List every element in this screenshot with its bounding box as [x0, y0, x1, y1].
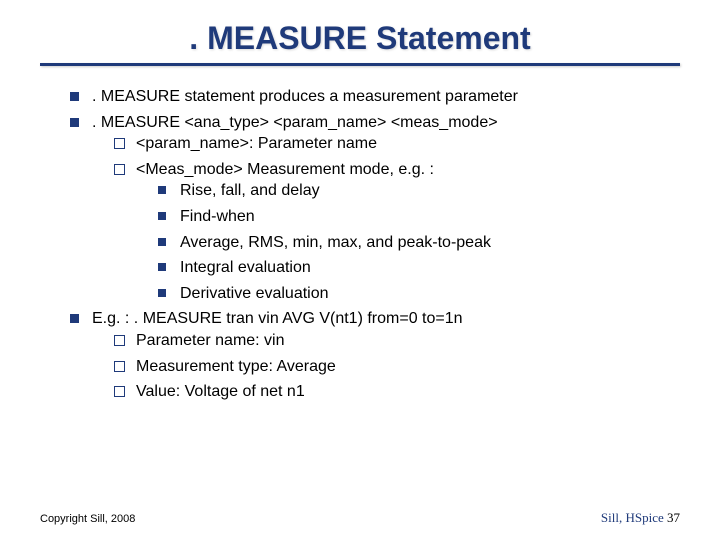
bullet-text: Measurement type: Average [136, 358, 336, 375]
copyright-text: Copyright Sill, 2008 [40, 513, 135, 525]
bullet-list: . MEASURE statement produces a measureme… [40, 86, 680, 403]
bullet-item: . MEASURE <ana_type> <param_name> <meas_… [70, 112, 680, 305]
sub-sub-bullet-item: Average, RMS, min, max, and peak-to-peak [158, 232, 680, 254]
bullet-text: Parameter name: vin [136, 332, 285, 349]
sub-bullet-item: <Meas_mode> Measurement mode, e.g. : Ris… [114, 159, 680, 305]
sub-bullet-item: Parameter name: vin [114, 330, 680, 352]
slide-content: . MEASURE statement produces a measureme… [40, 86, 680, 403]
sub-sub-bullet-item: Find-when [158, 206, 680, 228]
bullet-text: Average, RMS, min, max, and peak-to-peak [180, 234, 491, 251]
bullet-text: <param_name>: Parameter name [136, 135, 377, 152]
sub-sub-bullet-item: Rise, fall, and delay [158, 180, 680, 202]
bullet-text: . MEASURE <ana_type> <param_name> <meas_… [92, 114, 498, 131]
slide-title: . MEASURE Statement [40, 20, 680, 57]
bullet-text: E.g. : . MEASURE tran vin AVG V(nt1) fro… [92, 310, 463, 327]
sub-bullet-list: <param_name>: Parameter name <Meas_mode>… [92, 133, 680, 304]
sub-sub-bullet-list: Rise, fall, and delay Find-when Average,… [136, 180, 680, 304]
bullet-text: <Meas_mode> Measurement mode, e.g. : [136, 161, 434, 178]
sub-bullet-list: Parameter name: vin Measurement type: Av… [92, 330, 680, 403]
bullet-item: . MEASURE statement produces a measureme… [70, 86, 680, 108]
footer-right: Sill, HSpice 37 [601, 510, 680, 526]
bullet-text: Derivative evaluation [180, 285, 329, 302]
bullet-text: Integral evaluation [180, 259, 311, 276]
bullet-text: . MEASURE statement produces a measureme… [92, 88, 518, 105]
page-number: 37 [667, 510, 680, 525]
bullet-text: Rise, fall, and delay [180, 182, 320, 199]
sub-sub-bullet-item: Derivative evaluation [158, 283, 680, 305]
sub-sub-bullet-item: Integral evaluation [158, 257, 680, 279]
sub-bullet-item: Measurement type: Average [114, 356, 680, 378]
sub-bullet-item: Value: Voltage of net n1 [114, 381, 680, 403]
bullet-text: Find-when [180, 208, 255, 225]
sub-bullet-item: <param_name>: Parameter name [114, 133, 680, 155]
bullet-text: Value: Voltage of net n1 [136, 383, 305, 400]
footer: Copyright Sill, 2008 Sill, HSpice 37 [40, 510, 680, 526]
bullet-item: E.g. : . MEASURE tran vin AVG V(nt1) fro… [70, 308, 680, 402]
title-underline [40, 63, 680, 66]
footer-label: Sill, HSpice [601, 510, 664, 525]
slide: . MEASURE Statement . MEASURE statement … [0, 0, 720, 540]
